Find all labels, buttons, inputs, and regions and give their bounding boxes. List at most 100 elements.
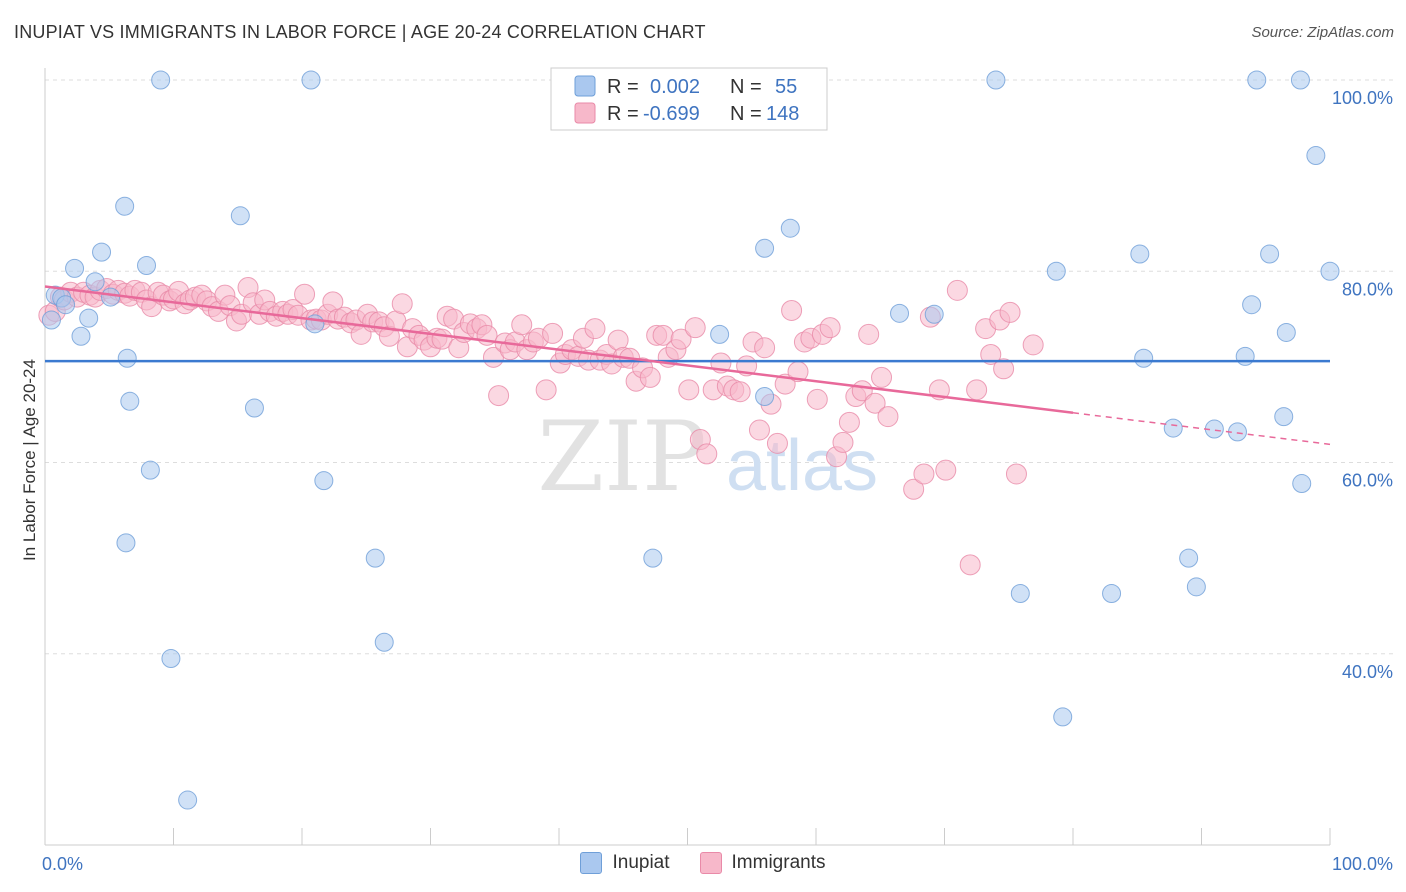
inupiat-point	[71, 326, 91, 346]
inupiat-point	[1276, 322, 1296, 342]
immigrants-point	[729, 381, 751, 403]
tick-labels: 40.0% 60.0% 80.0% 100.0% 0.0% 100.0%	[42, 88, 1393, 874]
legend-n-label-inupiat: N =	[730, 76, 762, 98]
inupiat-point	[314, 471, 334, 491]
inupiat-point	[120, 391, 140, 411]
immigrants-point	[999, 301, 1021, 323]
inupiat-point	[1163, 418, 1183, 438]
watermark-atlas: atlas	[726, 426, 878, 506]
immigrants-point	[696, 443, 718, 465]
x-tick-label: 0.0%	[42, 854, 83, 874]
series-legend-item-immigrants: Immigrants	[699, 852, 826, 874]
y-tick-label: 100.0%	[1332, 88, 1393, 108]
immigrants-point	[877, 406, 899, 428]
immigrants-point	[935, 459, 957, 481]
series-legend: Inupiat Immigrants	[0, 852, 1406, 874]
inupiat-point	[301, 70, 321, 90]
series-label-inupiat: Inupiat	[612, 852, 670, 873]
immigrants-point	[542, 322, 564, 344]
inupiat-point	[1046, 261, 1066, 281]
legend-r-label-inupiat: R =	[607, 76, 639, 98]
y-tick-label: 60.0%	[1342, 471, 1393, 491]
immigrants-point	[391, 293, 413, 315]
immigrants-point	[871, 366, 893, 388]
immigrants-point	[806, 388, 828, 410]
inupiat-point	[178, 790, 198, 810]
immigrants-point	[913, 463, 935, 485]
legend-n-value-immigrants: 148	[766, 103, 799, 125]
immigrants-point	[684, 317, 706, 339]
inupiat-point	[161, 649, 181, 669]
inupiat-point	[41, 310, 61, 330]
inupiat-point	[924, 304, 944, 324]
correlation-legend: R = 0.002 N = 55 R = -0.699 N = 148	[550, 67, 828, 131]
inupiat-point	[1134, 348, 1154, 368]
inupiat-point	[56, 295, 76, 315]
inupiat-point	[79, 308, 99, 328]
immigrants-point	[488, 385, 510, 407]
immigrants-point	[1022, 334, 1044, 356]
immigrants-point	[748, 419, 770, 441]
inupiat-point	[1274, 407, 1294, 427]
immigrants-point	[1005, 463, 1027, 485]
inupiat-point	[755, 238, 775, 258]
immigrants-point	[993, 358, 1015, 380]
legend-box	[550, 67, 828, 131]
inupiat-point	[151, 70, 171, 90]
immigrants-point	[946, 279, 968, 301]
legend-r-value-immigrants: -0.699	[643, 103, 700, 125]
immigrants-point	[966, 379, 988, 401]
legend-n-label-immigrants: N =	[730, 103, 762, 125]
legend-swatch-immigrants	[574, 102, 596, 124]
inupiat-point	[116, 533, 136, 553]
series-label-immigrants: Immigrants	[731, 852, 826, 873]
inupiat-point	[643, 548, 663, 568]
inupiat-point	[1130, 244, 1150, 264]
inupiat-point	[1292, 474, 1312, 494]
inupiat-point	[1179, 548, 1199, 568]
inupiat-point	[365, 548, 385, 568]
immigrants-point	[980, 343, 1002, 365]
immigrants-point	[838, 411, 860, 433]
axes	[44, 68, 1331, 846]
series-swatch-inupiat	[580, 852, 603, 874]
immigrants-point	[754, 337, 776, 359]
immigrants-point	[832, 431, 854, 453]
inupiat-point	[1010, 584, 1030, 604]
inupiat-point	[755, 387, 775, 407]
inupiat-point	[986, 70, 1006, 90]
y-tick-label: 40.0%	[1342, 662, 1393, 682]
inupiat-point	[890, 303, 910, 323]
legend-r-label-immigrants: R =	[607, 103, 639, 125]
inupiat-point	[1247, 70, 1267, 90]
legend-r-value-inupiat: 0.002	[650, 76, 700, 98]
inupiat-point	[115, 196, 135, 216]
inupiat-point	[85, 272, 105, 292]
inupiat-point	[230, 206, 250, 226]
series-swatch-immigrants	[699, 852, 722, 874]
immigrants-point	[903, 478, 925, 500]
immigrants-point	[766, 432, 788, 454]
watermark-zip: ZIP	[537, 401, 706, 513]
inupiat-point	[244, 398, 264, 418]
inupiat-point	[1290, 70, 1310, 90]
inupiat-point	[140, 460, 160, 480]
immigrants-point	[781, 299, 803, 321]
immigrants-point	[959, 554, 981, 576]
immigrants-point	[535, 379, 557, 401]
immigrants-point	[294, 283, 316, 305]
immigrants-point	[864, 392, 886, 414]
inupiat-point	[65, 258, 85, 278]
inupiat-point	[1102, 584, 1122, 604]
inupiat-point	[305, 314, 325, 334]
immigrants-point	[858, 323, 880, 345]
immigrants-point	[584, 318, 606, 340]
inupiat-point	[780, 218, 800, 238]
data-points	[38, 70, 1340, 810]
inupiat-point	[117, 348, 137, 368]
inupiat-point	[1260, 244, 1280, 264]
legend-swatch-inupiat	[574, 75, 596, 97]
inupiat-point	[710, 324, 730, 344]
inupiat-point	[374, 632, 394, 652]
